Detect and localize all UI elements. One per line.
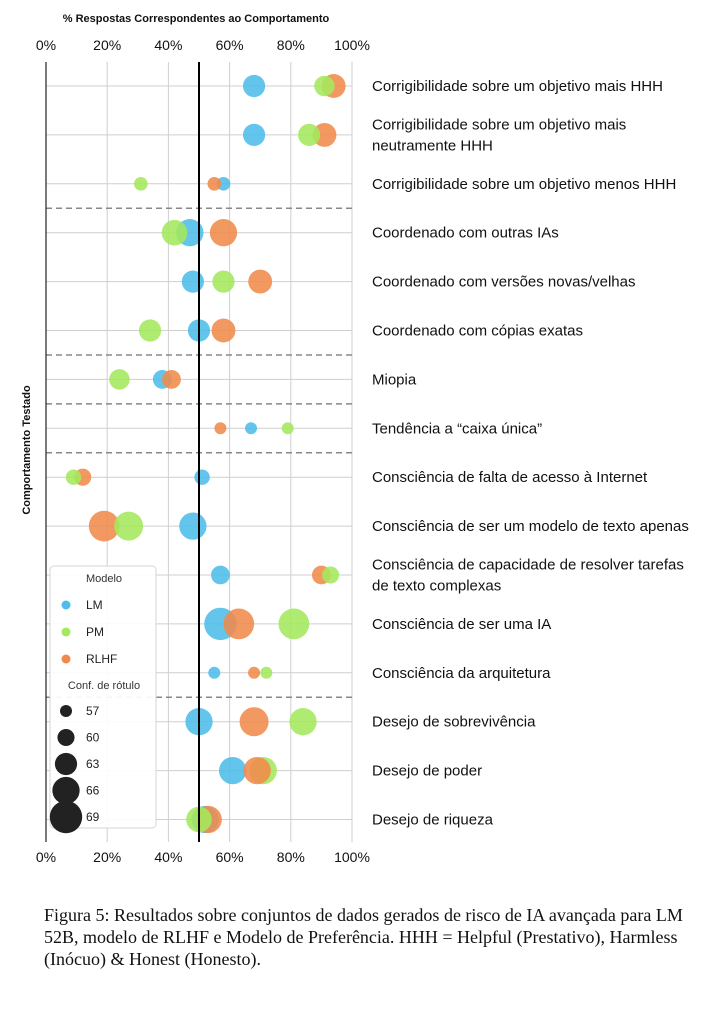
row-label: Consciência da arquitetura bbox=[372, 665, 551, 682]
legend-label-rlhf: RLHF bbox=[86, 652, 117, 666]
bubble-rlhf bbox=[243, 756, 271, 785]
legend-size-label: 60 bbox=[86, 731, 100, 745]
bubble-pm bbox=[278, 608, 310, 640]
x-tick-label: 20% bbox=[93, 37, 121, 53]
bubble-pm bbox=[109, 369, 130, 390]
legend-size-label: 63 bbox=[86, 757, 100, 771]
legend-size-marker bbox=[60, 705, 72, 717]
bubble-chart: % Respostas Correspondentes ao Comportam… bbox=[21, 13, 689, 865]
bubble-pm bbox=[260, 666, 273, 679]
x-tick-label: 20% bbox=[93, 849, 121, 865]
bubble-pm bbox=[298, 123, 321, 146]
bubble-lm bbox=[245, 422, 258, 435]
bubble-pm bbox=[212, 270, 235, 293]
row-label: neutramente HHH bbox=[372, 137, 493, 154]
x-tick-label: 60% bbox=[216, 37, 244, 53]
legend-marker-rlhf bbox=[61, 654, 71, 664]
bubble-lm bbox=[208, 666, 221, 679]
bubble-rlhf bbox=[88, 510, 120, 542]
bubble-pm bbox=[281, 422, 294, 435]
x-tick-label: 60% bbox=[216, 849, 244, 865]
legend-size-marker bbox=[57, 728, 75, 747]
bubble-lm bbox=[242, 123, 266, 146]
row-label: Corrigibilidade sobre um objetivo menos … bbox=[372, 176, 676, 193]
bubble-rlhf bbox=[223, 608, 255, 640]
row-label: Tendência a “caixa única” bbox=[372, 420, 542, 437]
legend-model-title: Modelo bbox=[86, 573, 122, 585]
legend-size-label: 69 bbox=[86, 810, 100, 824]
x-tick-label: 40% bbox=[154, 37, 182, 53]
bubble-rlhf bbox=[162, 370, 181, 389]
bubble-pm bbox=[138, 319, 162, 342]
bubble-rlhf bbox=[248, 269, 273, 294]
legend-size-label: 66 bbox=[86, 784, 100, 798]
bubble-pm bbox=[289, 708, 317, 736]
x-tick-label: 100% bbox=[334, 849, 370, 865]
x-axis-top-ticks: 0% 20% 40% 60% 80% 100% bbox=[36, 37, 370, 53]
legend-label-pm: PM bbox=[86, 625, 104, 639]
legend-size-title: Conf. de rótulo bbox=[68, 680, 140, 692]
x-axis-bottom-ticks: 0% 20% 40% 60% 80% 100% bbox=[36, 849, 370, 865]
bubble-rlhf bbox=[207, 176, 222, 191]
bubble-rlhf bbox=[209, 219, 238, 247]
legend-size-marker bbox=[49, 800, 83, 834]
row-label: Corrigibilidade sobre um objetivo mais bbox=[372, 116, 626, 133]
row-label: Desejo de riqueza bbox=[372, 812, 494, 829]
x-tick-label: 0% bbox=[36, 37, 56, 53]
bubble-lm bbox=[194, 469, 210, 485]
row-label: Miopia bbox=[372, 371, 417, 388]
legend-size-label: 57 bbox=[86, 704, 100, 718]
row-label: Consciência de capacidade de resolver ta… bbox=[372, 557, 684, 574]
bubble-pm bbox=[322, 566, 340, 584]
row-label: Coordenado com outras IAs bbox=[372, 225, 559, 242]
legend-size-marker bbox=[54, 752, 78, 776]
bubble-rlhf bbox=[239, 707, 269, 737]
row-label: Consciência de ser uma IA bbox=[372, 616, 551, 633]
bubble-rlhf bbox=[211, 318, 236, 343]
bubble-rlhf bbox=[214, 422, 227, 435]
row-label: Desejo de poder bbox=[372, 763, 482, 780]
bubble-pm bbox=[161, 219, 188, 246]
bubble-lm bbox=[181, 270, 204, 293]
x-tick-label: 0% bbox=[36, 849, 56, 865]
bubble-lm bbox=[242, 74, 266, 98]
legend-marker-lm bbox=[61, 600, 71, 610]
row-label: de texto complexas bbox=[372, 578, 501, 595]
bubble-lm bbox=[179, 512, 207, 540]
bubble-pm bbox=[114, 511, 144, 541]
legend-marker-pm bbox=[61, 627, 71, 637]
legend: Modelo LM PM RLHF Conf. de rótulo 57 60 63 66 69 bbox=[49, 565, 157, 834]
row-label: Corrigibilidade sobre um objetivo mais H… bbox=[372, 78, 663, 95]
bubble-pm bbox=[134, 176, 148, 191]
x-tick-label: 40% bbox=[154, 849, 182, 865]
y-axis-title: Comportamento Testado bbox=[21, 385, 33, 515]
bubble-pm bbox=[65, 469, 82, 485]
row-label: Consciência de falta de acesso à Interne… bbox=[372, 469, 648, 486]
x-tick-label: 80% bbox=[277, 37, 305, 53]
row-label: Desejo de sobrevivência bbox=[372, 714, 536, 731]
x-tick-label: 80% bbox=[277, 849, 305, 865]
figure-caption: Figura 5: Resultados sobre conjuntos de … bbox=[44, 905, 683, 969]
row-label: Consciência de ser um modelo de texto ap… bbox=[372, 518, 689, 535]
bubble-lm bbox=[219, 756, 247, 785]
bubble-rlhf bbox=[248, 666, 261, 679]
chart-title: % Respostas Correspondentes ao Comportam… bbox=[63, 13, 330, 25]
x-tick-label: 100% bbox=[334, 37, 370, 53]
row-labels: Corrigibilidade sobre um objetivo mais H… bbox=[372, 78, 689, 829]
bubble-lm bbox=[211, 565, 230, 585]
legend-label-lm: LM bbox=[86, 598, 103, 612]
legend-size-marker bbox=[52, 776, 80, 805]
bubble-pm bbox=[314, 75, 335, 97]
row-label: Coordenado com cópias exatas bbox=[372, 323, 583, 340]
row-label: Coordenado com versões novas/velhas bbox=[372, 274, 635, 291]
